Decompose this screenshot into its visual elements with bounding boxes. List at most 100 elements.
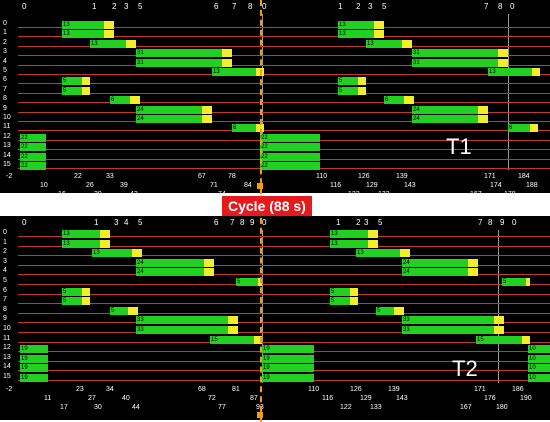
yellow-interval xyxy=(130,96,140,105)
cycle-separator-line xyxy=(498,230,499,383)
phase-bar: 31 xyxy=(136,49,222,58)
yellow-interval xyxy=(350,297,358,306)
phase-bar-label: 6 xyxy=(509,125,513,132)
row-label: 1 xyxy=(3,29,7,37)
phase-bar: 19 xyxy=(20,364,48,373)
row-line xyxy=(18,284,550,285)
row-label: 11 xyxy=(3,334,11,342)
phase-label: 8 xyxy=(248,2,253,11)
phase-bar: 15 xyxy=(210,335,254,344)
row-label: 8 xyxy=(3,305,7,313)
phase-bar-label: 5 xyxy=(63,78,67,85)
phase-label: 1 xyxy=(92,2,97,11)
row-label: 3 xyxy=(3,48,7,56)
row-line xyxy=(18,64,550,66)
row-label: 13 xyxy=(3,142,11,150)
row-line xyxy=(18,255,550,257)
phase-bar: 13 xyxy=(62,30,104,39)
phase-label: 6 xyxy=(214,2,219,11)
phase-label: 0 xyxy=(512,218,517,227)
row-label: 7 xyxy=(3,85,7,93)
phase-bar: 5 xyxy=(62,287,82,296)
phase-label: 7 xyxy=(478,218,483,227)
phase-bar-label: 31 xyxy=(413,59,420,66)
phase-bar-label: 5 xyxy=(63,298,67,305)
row-line xyxy=(18,341,550,343)
row-label: 9 xyxy=(3,315,7,323)
time-axis-label: 133 xyxy=(370,403,382,411)
phase-bar: 5 xyxy=(330,297,350,306)
phase-label: 5 xyxy=(138,218,143,227)
row-label: 12 xyxy=(3,344,11,352)
cycle-banner: Cycle (88 s) xyxy=(222,196,312,216)
row-label: 0 xyxy=(3,229,7,236)
phase-bar-label: 6 xyxy=(233,125,237,132)
phase-bar-label: 10 xyxy=(529,365,536,372)
time-axis-label: 29 xyxy=(94,191,102,199)
phase-bar-label: 5 xyxy=(63,288,67,295)
time-axis-label: 34 xyxy=(106,385,114,393)
time-axis-label: 22 xyxy=(74,173,82,181)
phase-bar: 10 xyxy=(528,364,550,373)
phase-bar: 24 xyxy=(402,268,468,277)
time-axis-label: 17 xyxy=(60,403,68,411)
row-label: 10 xyxy=(3,114,11,121)
phase-bar-label: 5 xyxy=(503,279,507,285)
yellow-interval xyxy=(494,316,504,325)
phase-bar-label: 13 xyxy=(213,69,220,75)
time-axis-label: 30 xyxy=(94,403,102,411)
time-axis-label: 167 xyxy=(470,191,482,199)
cycle-separator-line xyxy=(262,14,263,171)
phase-bar: 24 xyxy=(136,105,202,114)
phase-bar: 24 xyxy=(412,115,478,123)
phase-bar: 13 xyxy=(338,21,374,29)
yellow-interval xyxy=(228,316,238,325)
yellow-interval xyxy=(532,68,540,76)
phase-bar: 13 xyxy=(338,30,374,39)
phase-bar-label: 31 xyxy=(137,59,144,66)
yellow-interval xyxy=(104,21,114,29)
phase-bar-label: 24 xyxy=(413,106,420,113)
row-line xyxy=(18,303,550,305)
phase-bar: 19 xyxy=(262,354,314,363)
phase-bar: 19 xyxy=(20,374,48,382)
time-axis-label: 190 xyxy=(520,394,532,402)
row-label: 11 xyxy=(3,123,11,131)
time-axis-label: -2 xyxy=(6,385,13,393)
phase-bar-label: 22 xyxy=(21,163,28,169)
phase-label: 2 xyxy=(356,218,361,227)
phase-bar: 10 xyxy=(528,354,550,363)
phase-bar: 5 xyxy=(338,77,358,86)
row-line xyxy=(18,111,550,113)
yellow-interval xyxy=(128,306,138,315)
phase-label: 5 xyxy=(138,2,143,11)
phase-bar: 19 xyxy=(262,345,314,354)
phase-label: 1 xyxy=(338,2,343,11)
phase-bar-label: 31 xyxy=(413,50,420,57)
yellow-interval xyxy=(202,105,212,114)
row-line xyxy=(18,27,550,28)
phase-bar-label: 15 xyxy=(477,336,484,343)
phase-bar: 15 xyxy=(476,335,522,344)
phase-bar-label: 5 xyxy=(339,87,343,94)
row-label: 13 xyxy=(3,353,11,361)
phase-bar-label: 13 xyxy=(339,31,346,38)
time-axis-label: 122 xyxy=(340,403,352,411)
phase-label: 9 xyxy=(250,218,255,227)
phase-bar-label: 22 xyxy=(261,153,268,160)
phase-bar-label: 24 xyxy=(137,106,144,113)
phase-bar-label: 24 xyxy=(137,116,144,122)
phase-label: 7 xyxy=(232,2,237,11)
row-label: 0 xyxy=(3,20,7,27)
phase-bar-label: 33 xyxy=(137,327,144,333)
phase-bar: 31 xyxy=(136,58,222,67)
time-axis-label: 171 xyxy=(474,385,486,393)
phase-bar-label: 33 xyxy=(403,327,410,333)
phase-bar-label: 13 xyxy=(331,240,338,247)
phase-bar: 5 xyxy=(62,77,82,86)
phase-bar: 19 xyxy=(262,374,314,382)
row-label: 3 xyxy=(3,257,7,265)
time-axis-label: 174 xyxy=(490,182,502,190)
row-label: 15 xyxy=(3,373,11,380)
phase-bar-label: 33 xyxy=(137,317,144,324)
